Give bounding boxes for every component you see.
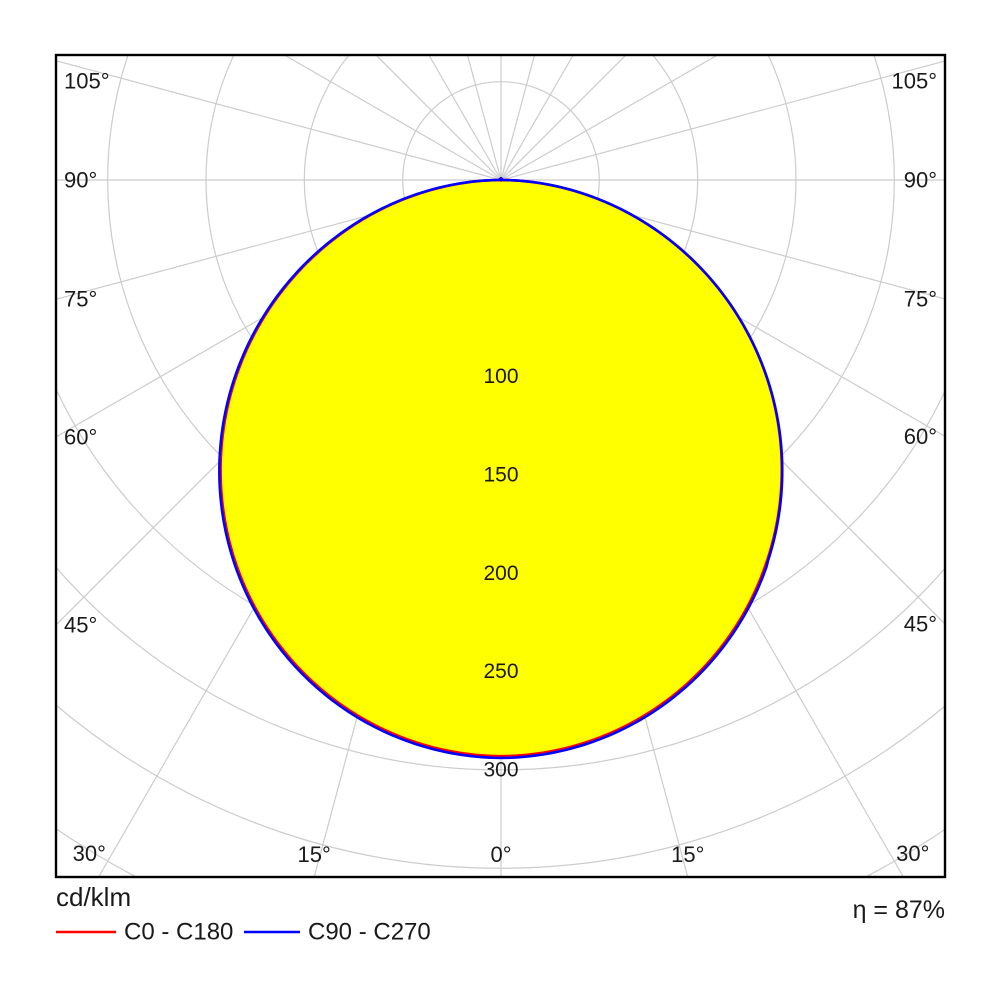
svg-text:300: 300 <box>483 758 518 781</box>
svg-text:100: 100 <box>483 365 518 388</box>
svg-text:η = 87%: η = 87% <box>853 896 945 924</box>
svg-text:C90 - C270: C90 - C270 <box>308 919 431 946</box>
svg-text:30°: 30° <box>73 841 106 866</box>
svg-text:C0 - C180: C0 - C180 <box>124 919 233 946</box>
svg-text:45°: 45° <box>64 613 97 638</box>
svg-text:150: 150 <box>483 464 518 487</box>
svg-text:60°: 60° <box>904 424 937 449</box>
svg-text:60°: 60° <box>64 424 97 449</box>
svg-text:105°: 105° <box>64 69 110 94</box>
svg-text:75°: 75° <box>904 287 937 312</box>
svg-text:15°: 15° <box>298 842 331 867</box>
svg-text:75°: 75° <box>64 287 97 312</box>
svg-text:0°: 0° <box>490 842 511 867</box>
svg-text:15°: 15° <box>671 842 704 867</box>
svg-text:105°: 105° <box>891 69 937 94</box>
svg-text:45°: 45° <box>904 612 937 637</box>
svg-text:200: 200 <box>483 562 518 585</box>
svg-text:90°: 90° <box>904 168 937 193</box>
svg-text:250: 250 <box>483 660 518 683</box>
svg-text:90°: 90° <box>64 168 97 193</box>
svg-text:cd/klm: cd/klm <box>56 882 131 912</box>
svg-text:30°: 30° <box>896 841 929 866</box>
